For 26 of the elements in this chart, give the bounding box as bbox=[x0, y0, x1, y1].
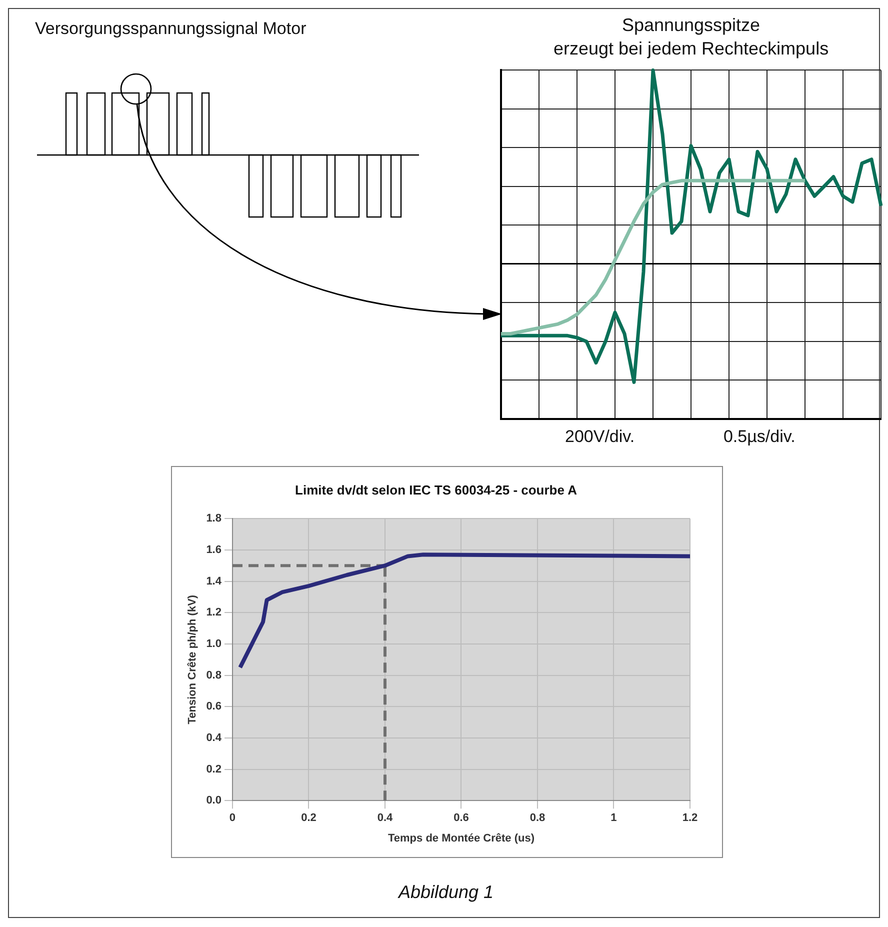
y-tick-label: 0.0 bbox=[206, 794, 222, 807]
y-axis-title: Tension Crête ph/ph (kV) bbox=[186, 594, 199, 724]
x-tick-label: 0.4 bbox=[377, 812, 394, 824]
y-tick-label: 0.2 bbox=[206, 763, 222, 776]
y-tick-label: 1.4 bbox=[206, 575, 222, 588]
x-tick-label: 0 bbox=[229, 812, 236, 824]
text: 200V/div. bbox=[564, 427, 635, 446]
text: Versorgungsspannungssignal Motor bbox=[35, 19, 306, 39]
x-tick-label: 1.2 bbox=[682, 812, 698, 824]
x-tick-label: 0.2 bbox=[301, 812, 316, 824]
x-tick-label: 1 bbox=[610, 812, 617, 824]
y-tick-label: 1.6 bbox=[206, 544, 222, 556]
y-tick-label: 1.0 bbox=[206, 638, 222, 650]
x-tick-label: 0.8 bbox=[530, 812, 546, 824]
y-tick-label: 0.4 bbox=[206, 732, 222, 744]
y-tick-label: 0.8 bbox=[206, 669, 222, 682]
y-tick-label: 1.8 bbox=[206, 512, 222, 525]
text: Abbildung 1 bbox=[396, 882, 495, 903]
y-tick-label: 1.2 bbox=[206, 606, 222, 619]
x-axis-title: Temps de Montée Crête (us) bbox=[388, 832, 535, 844]
text: 0.5µs/div. bbox=[723, 427, 796, 446]
chart-title: Limite dv/dt selon IEC TS 60034-25 - courbe A bbox=[295, 482, 578, 498]
chart-title: Spannungsspitze bbox=[622, 14, 760, 35]
chart-subtitle: erzeugt bei jedem Rechteckimpuls bbox=[553, 38, 829, 58]
x-tick-label: 0.6 bbox=[454, 812, 469, 824]
y-tick-label: 0.6 bbox=[206, 700, 222, 713]
